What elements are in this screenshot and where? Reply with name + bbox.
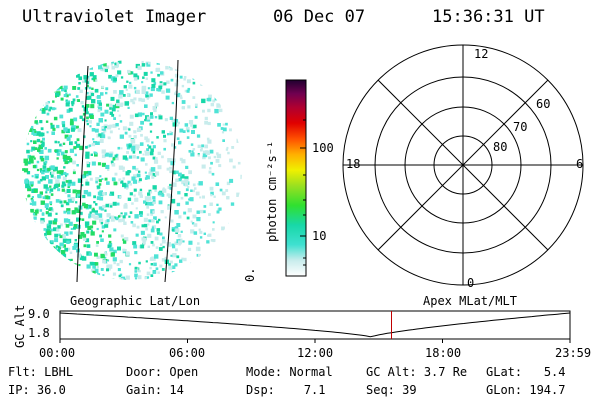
gc-alt-axis-label: GC Alt <box>13 304 27 348</box>
filter-status: Flt: LBHL <box>8 365 74 379</box>
mlt-label-12: 12 <box>474 47 489 61</box>
apex-label: Apex MLat/MLT <box>423 294 517 308</box>
ip-status: IP: 36.0 <box>8 383 66 397</box>
mode-status: Mode: Normal <box>246 365 333 379</box>
y-tick-9: 9.0 <box>28 307 50 321</box>
y-tick-1.8: 1.8 <box>28 326 50 340</box>
dsp-status: Dsp: 7.1 <box>246 383 326 397</box>
gain-status: Gain: 14 <box>126 383 184 397</box>
seq-status: Seq: 39 <box>366 383 417 397</box>
instrument-title: Ultraviolet Imager <box>22 7 207 27</box>
polar-grid <box>342 44 584 286</box>
altitude-curve <box>59 312 571 338</box>
x-tick-1200: 12:00 <box>297 346 334 360</box>
x-tick-1800: 18:00 <box>425 346 462 360</box>
x-tick-2359: 23:59 <box>555 346 592 360</box>
geographic-label: Geographic Lat/Lon <box>70 294 201 308</box>
door-status: Door: Open <box>126 365 199 379</box>
meridian-line-left <box>76 65 89 283</box>
colorbar-unit-label: photon cm⁻²s⁻¹ <box>265 140 279 242</box>
colorbar-tick-10: 10 <box>312 229 327 243</box>
mlt-label-0: 0 <box>467 276 475 290</box>
glon-status: GLon: 194.7 <box>486 383 566 397</box>
lat-label-70: 70 <box>513 120 528 134</box>
x-tick-0000: 00:00 <box>39 346 76 360</box>
x-tick-0600: 06:00 <box>169 346 206 360</box>
lat-label-60: 60 <box>536 97 551 111</box>
lat-label-80: 80 <box>493 140 508 154</box>
time-label: 15:36:31 UT <box>432 7 545 27</box>
mlt-label-18: 18 <box>346 157 361 171</box>
glat-status: GLat: 5.4 <box>486 365 566 379</box>
colorbar-small-mark: 0. <box>243 267 257 282</box>
date-label: 06 Dec 07 <box>273 7 366 27</box>
uv-image-disk <box>22 60 242 280</box>
color-bar <box>285 79 307 277</box>
gc-alt-status: GC Alt: 3.7 Re <box>366 365 468 379</box>
colorbar-tick-100: 100 <box>312 141 334 155</box>
timeline-frame <box>59 310 571 340</box>
mlt-label-6: 6 <box>576 157 584 171</box>
meridian-line-right <box>164 59 179 283</box>
